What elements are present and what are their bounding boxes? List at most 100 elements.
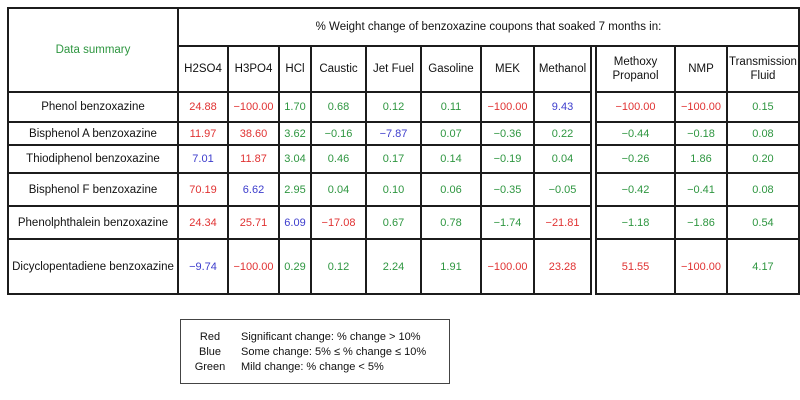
col-header-transmission-fluid: Transmission Fluid xyxy=(726,45,800,93)
col-header-h2so4: H2SO4 xyxy=(177,45,229,93)
value-cell-thiodiphenol-benzoxazine-hcl: 3.04 xyxy=(278,144,312,174)
value-cell-phenol-benzoxazine-caustic: 0.68 xyxy=(310,91,367,123)
value-cell-phenol-benzoxazine-mek: −100.00 xyxy=(480,91,535,123)
value-cell-bisphenol-a-benzoxazine-jet-fuel: −7.87 xyxy=(365,121,422,146)
row-label-dicyclopentadiene-benzoxazine: Dicyclopentadiene benzoxazine xyxy=(7,238,179,295)
legend-color-label: Red xyxy=(199,330,221,343)
col-header-gasoline: Gasoline xyxy=(420,45,482,93)
value-cell-thiodiphenol-benzoxazine-gasoline: 0.14 xyxy=(420,144,482,174)
column-gap xyxy=(590,92,597,122)
value-cell-bisphenol-a-benzoxazine-caustic: −0.16 xyxy=(310,121,367,146)
table-row: Bisphenol F benzoxazine 70.19 6.62 2.95 0.04… xyxy=(7,172,800,207)
value-cell-phenol-benzoxazine-methoxy-propanol: −100.00 xyxy=(595,91,676,123)
value-cell-thiodiphenol-benzoxazine-methanol: 0.04 xyxy=(533,144,592,174)
column-gap xyxy=(590,173,597,206)
banner-title: % Weight change of benzoxazine coupons t… xyxy=(177,7,800,47)
col-header-jet-fuel: Jet Fuel xyxy=(365,45,422,93)
value-cell-thiodiphenol-benzoxazine-caustic: 0.46 xyxy=(310,144,367,174)
value-cell-dicyclopentadiene-benzoxazine-caustic: 0.12 xyxy=(310,238,367,295)
value-cell-phenolphthalein-benzoxazine-caustic: −17.08 xyxy=(310,205,367,240)
table-row: Dicyclopentadiene benzoxazine −9.74 −100.0… xyxy=(7,238,800,295)
table-row: Phenolphthalein benzoxazine 24.34 25.71 6.0… xyxy=(7,205,800,240)
column-gap xyxy=(590,239,597,294)
legend-description: Significant change: % change > 10% xyxy=(241,330,421,343)
table-row: Thiodiphenol benzoxazine 7.01 11.87 3.04 0.4… xyxy=(7,144,800,174)
value-cell-phenolphthalein-benzoxazine-jet-fuel: 0.67 xyxy=(365,205,422,240)
value-cell-bisphenol-f-benzoxazine-h2so4: 70.19 xyxy=(177,172,229,207)
value-cell-phenol-benzoxazine-gasoline: 0.11 xyxy=(420,91,482,123)
value-cell-bisphenol-a-benzoxazine-methanol: 0.22 xyxy=(533,121,592,146)
value-cell-phenol-benzoxazine-jet-fuel: 0.12 xyxy=(365,91,422,123)
col-header-methoxy-propanol: Methoxy Propanol xyxy=(595,45,676,93)
row-label-phenolphthalein-benzoxazine: Phenolphthalein benzoxazine xyxy=(7,205,179,240)
value-cell-phenol-benzoxazine-nmp: −100.00 xyxy=(674,91,728,123)
col-header-h3po4: H3PO4 xyxy=(227,45,280,93)
col-header-methanol: Methanol xyxy=(533,45,592,93)
column-gap xyxy=(590,46,597,92)
value-cell-bisphenol-f-benzoxazine-transmission-fluid: 0.08 xyxy=(726,172,800,207)
value-cell-bisphenol-f-benzoxazine-jet-fuel: 0.10 xyxy=(365,172,422,207)
row-label-thiodiphenol-benzoxazine: Thiodiphenol benzoxazine xyxy=(7,144,179,174)
row-label-phenol-benzoxazine: Phenol benzoxazine xyxy=(7,91,179,123)
value-cell-thiodiphenol-benzoxazine-h2so4: 7.01 xyxy=(177,144,229,174)
value-cell-bisphenol-f-benzoxazine-h3po4: 6.62 xyxy=(227,172,280,207)
weight-change-table: Data summary % Weight change of benzoxaz… xyxy=(7,7,800,295)
value-cell-thiodiphenol-benzoxazine-h3po4: 11.87 xyxy=(227,144,280,174)
value-cell-dicyclopentadiene-benzoxazine-jet-fuel: 2.24 xyxy=(365,238,422,295)
value-cell-bisphenol-a-benzoxazine-h2so4: 11.97 xyxy=(177,121,229,146)
value-cell-dicyclopentadiene-benzoxazine-h3po4: −100.00 xyxy=(227,238,280,295)
value-cell-phenol-benzoxazine-hcl: 1.70 xyxy=(278,91,312,123)
value-cell-bisphenol-a-benzoxazine-hcl: 3.62 xyxy=(278,121,312,146)
value-cell-dicyclopentadiene-benzoxazine-mek: −100.00 xyxy=(480,238,535,295)
value-cell-dicyclopentadiene-benzoxazine-h2so4: −9.74 xyxy=(177,238,229,295)
value-cell-phenol-benzoxazine-h3po4: −100.00 xyxy=(227,91,280,123)
value-cell-bisphenol-f-benzoxazine-methoxy-propanol: −0.42 xyxy=(595,172,676,207)
col-header-nmp: NMP xyxy=(674,45,728,93)
value-cell-dicyclopentadiene-benzoxazine-methanol: 23.28 xyxy=(533,238,592,295)
value-cell-bisphenol-a-benzoxazine-nmp: −0.18 xyxy=(674,121,728,146)
value-cell-phenolphthalein-benzoxazine-methoxy-propanol: −1.18 xyxy=(595,205,676,240)
value-cell-phenolphthalein-benzoxazine-nmp: −1.86 xyxy=(674,205,728,240)
row-label-bisphenol-a-benzoxazine: Bisphenol A benzoxazine xyxy=(7,121,179,146)
legend-row-blue: Blue Some change: 5% ≤ % change ≤ 10% xyxy=(181,346,449,358)
value-cell-bisphenol-a-benzoxazine-h3po4: 38.60 xyxy=(227,121,280,146)
value-cell-bisphenol-a-benzoxazine-methoxy-propanol: −0.44 xyxy=(595,121,676,146)
value-cell-phenol-benzoxazine-h2so4: 24.88 xyxy=(177,91,229,123)
col-header-hcl: HCl xyxy=(278,45,312,93)
col-header-mek: MEK xyxy=(480,45,535,93)
value-cell-phenol-benzoxazine-methanol: 9.43 xyxy=(533,91,592,123)
value-cell-thiodiphenol-benzoxazine-jet-fuel: 0.17 xyxy=(365,144,422,174)
table-row: Phenol benzoxazine 24.88 −100.00 1.70 0.68 0.… xyxy=(7,91,800,123)
value-cell-bisphenol-a-benzoxazine-transmission-fluid: 0.08 xyxy=(726,121,800,146)
value-cell-dicyclopentadiene-benzoxazine-transmission-fluid: 4.17 xyxy=(726,238,800,295)
value-cell-phenolphthalein-benzoxazine-mek: −1.74 xyxy=(480,205,535,240)
corner-label: Data summary xyxy=(7,7,179,93)
value-cell-bisphenol-f-benzoxazine-nmp: −0.41 xyxy=(674,172,728,207)
value-cell-phenolphthalein-benzoxazine-h2so4: 24.34 xyxy=(177,205,229,240)
value-cell-bisphenol-f-benzoxazine-caustic: 0.04 xyxy=(310,172,367,207)
column-header-row: H2SO4 H3PO4 HCl Caustic Jet Fuel Gasoline MEK M… xyxy=(8,45,800,93)
value-cell-dicyclopentadiene-benzoxazine-gasoline: 1.91 xyxy=(420,238,482,295)
value-cell-bisphenol-f-benzoxazine-mek: −0.35 xyxy=(480,172,535,207)
legend-description: Mild change: % change < 5% xyxy=(241,360,384,373)
value-cell-bisphenol-f-benzoxazine-methanol: −0.05 xyxy=(533,172,592,207)
value-cell-bisphenol-a-benzoxazine-mek: −0.36 xyxy=(480,121,535,146)
column-gap xyxy=(590,206,597,239)
legend-description: Some change: 5% ≤ % change ≤ 10% xyxy=(241,345,427,358)
legend-row-red: Red Significant change: % change > 10% xyxy=(181,331,449,343)
value-cell-bisphenol-a-benzoxazine-gasoline: 0.07 xyxy=(420,121,482,146)
value-cell-phenolphthalein-benzoxazine-transmission-fluid: 0.54 xyxy=(726,205,800,240)
value-cell-thiodiphenol-benzoxazine-methoxy-propanol: −0.26 xyxy=(595,144,676,174)
banner-row: Data summary % Weight change of benzoxaz… xyxy=(7,7,800,93)
value-cell-phenol-benzoxazine-transmission-fluid: 0.15 xyxy=(726,91,800,123)
column-gap xyxy=(590,145,597,173)
value-cell-phenolphthalein-benzoxazine-h3po4: 25.71 xyxy=(227,205,280,240)
legend-color-label: Green xyxy=(194,360,226,373)
row-label-bisphenol-f-benzoxazine: Bisphenol F benzoxazine xyxy=(7,172,179,207)
value-cell-phenolphthalein-benzoxazine-gasoline: 0.78 xyxy=(420,205,482,240)
legend-box: Red Significant change: % change > 10% Blu… xyxy=(180,319,450,384)
value-cell-bisphenol-f-benzoxazine-gasoline: 0.06 xyxy=(420,172,482,207)
legend-color-label: Blue xyxy=(198,345,222,358)
column-gap xyxy=(590,122,597,145)
